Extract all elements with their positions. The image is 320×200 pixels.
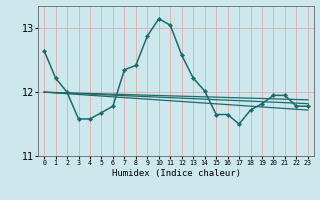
X-axis label: Humidex (Indice chaleur): Humidex (Indice chaleur) (111, 169, 241, 178)
